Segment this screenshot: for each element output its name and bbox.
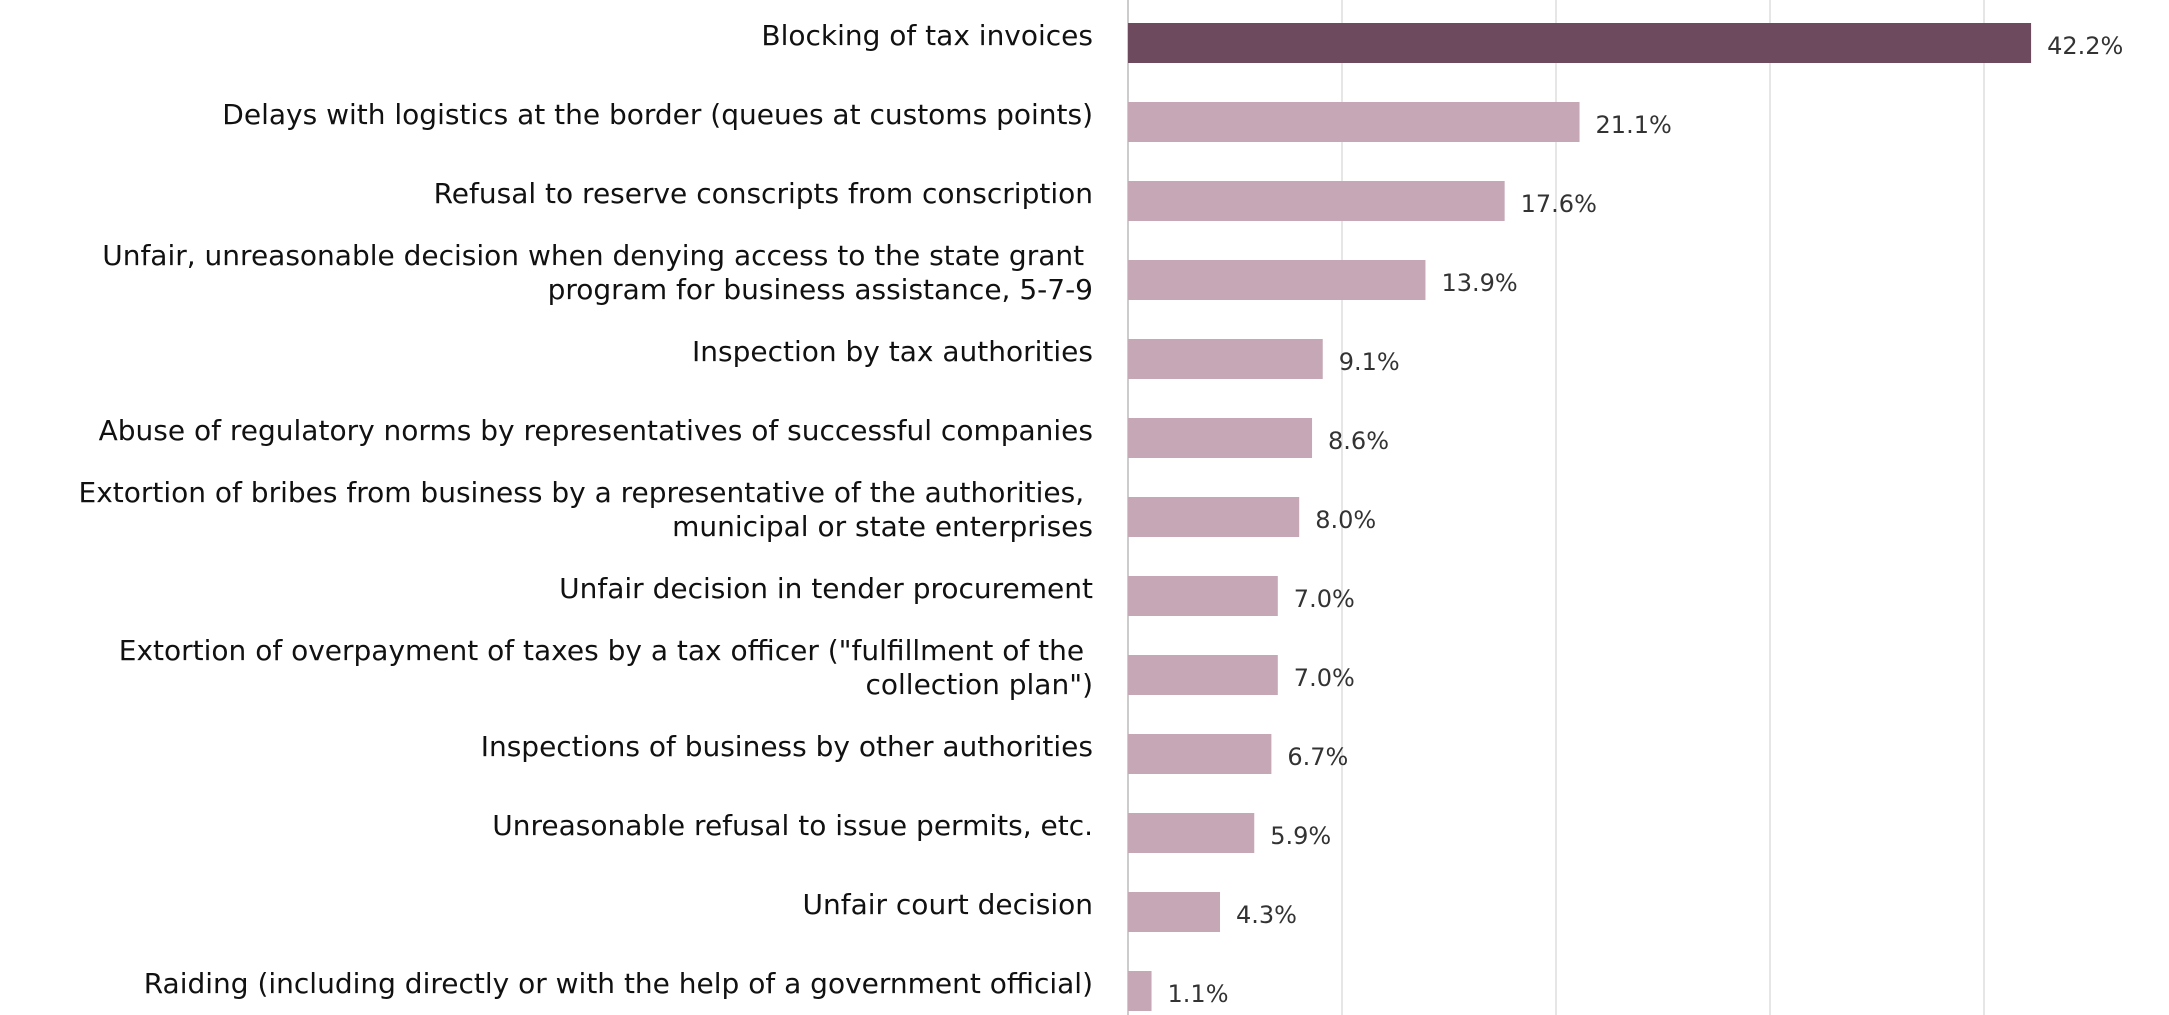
category-label: Inspections of business by other authori… [481, 730, 1093, 763]
bar [1128, 734, 1272, 774]
value-label: 9.1% [1339, 348, 1400, 376]
category-label: Abuse of regulatory norms by representat… [99, 414, 1093, 447]
category-label: Raiding (including directly or with the … [144, 967, 1093, 1000]
value-label: 6.7% [1287, 743, 1348, 771]
bar [1128, 418, 1313, 458]
bar [1128, 813, 1255, 853]
bar [1128, 576, 1278, 616]
bar [1128, 23, 2032, 63]
category-label: Unfair court decision [802, 888, 1093, 921]
value-label: 13.9% [1441, 269, 1517, 297]
category-label: Extortion of overpayment of taxes by a t… [119, 634, 1093, 701]
category-label: Unfair, unreasonable decision when denyi… [102, 239, 1093, 306]
bar [1128, 971, 1152, 1011]
category-label: Blocking of tax invoices [761, 19, 1093, 52]
bar [1128, 102, 1580, 142]
bar [1128, 260, 1426, 300]
category-label: Inspection by tax authorities [692, 335, 1093, 368]
category-label: Extortion of bribes from business by a r… [79, 476, 1094, 543]
value-label: 5.9% [1270, 822, 1331, 850]
category-label: Unreasonable refusal to issue permits, e… [492, 809, 1093, 842]
bar [1128, 892, 1221, 932]
value-label: 7.0% [1294, 585, 1355, 613]
value-label: 1.1% [1168, 980, 1229, 1008]
value-label: 42.2% [2047, 32, 2123, 60]
bar [1128, 655, 1278, 695]
value-label: 7.0% [1294, 664, 1355, 692]
value-label: 21.1% [1596, 111, 1672, 139]
value-label: 4.3% [1236, 901, 1297, 929]
bar [1128, 339, 1323, 379]
category-label: Delays with logistics at the border (que… [222, 98, 1093, 131]
value-label: 17.6% [1521, 190, 1597, 218]
bar [1128, 497, 1300, 537]
bar [1128, 181, 1505, 221]
category-label: Unfair decision in tender procurement [559, 572, 1093, 605]
value-label: 8.6% [1328, 427, 1389, 455]
category-label: Refusal to reserve conscripts from consc… [434, 177, 1093, 210]
value-label: 8.0% [1315, 506, 1376, 534]
